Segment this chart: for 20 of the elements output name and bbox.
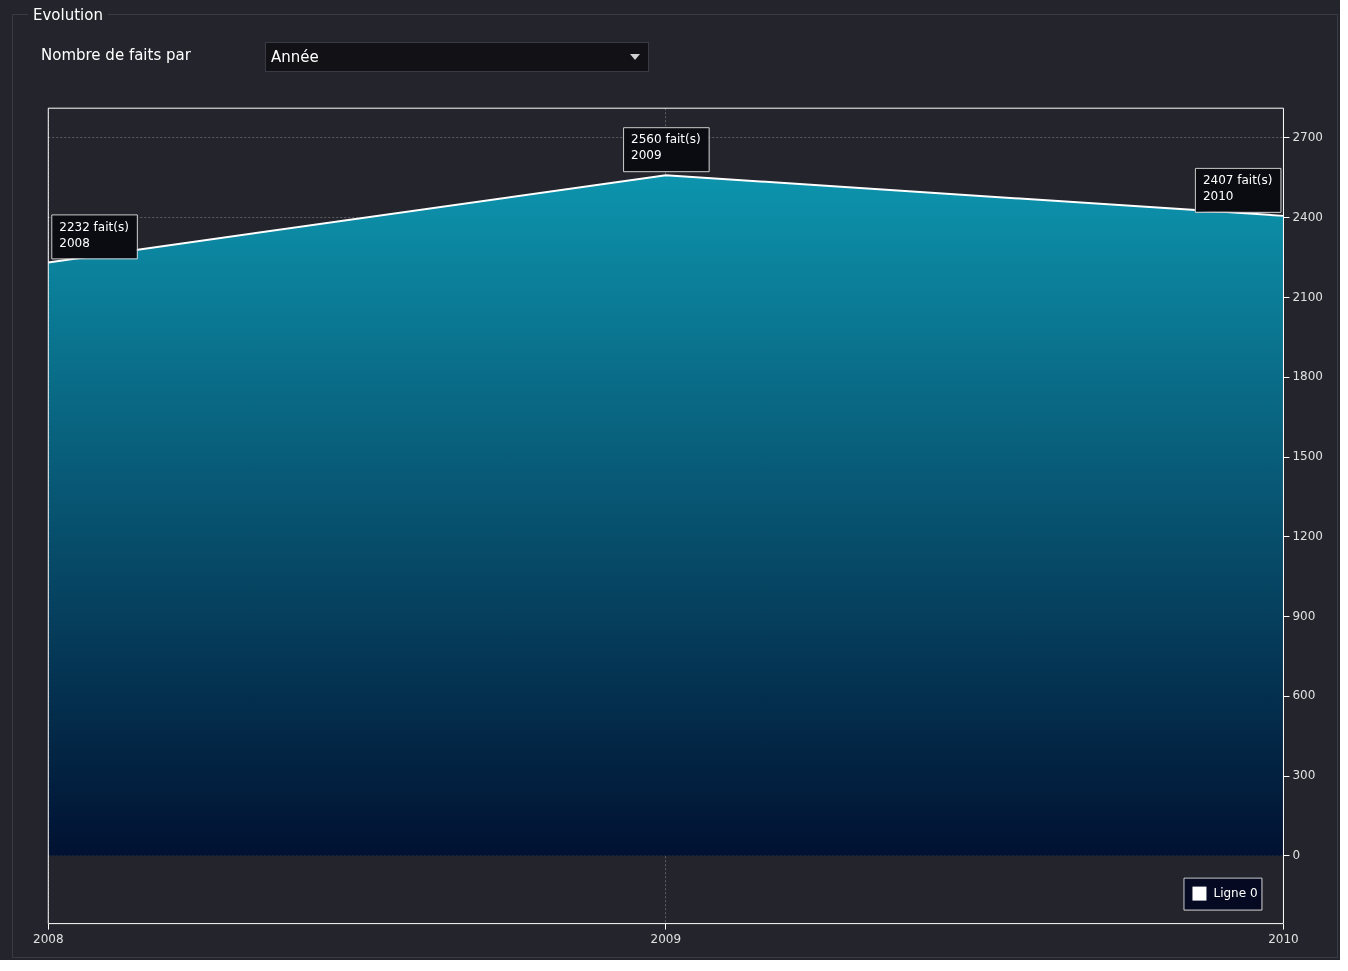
- y-tick-label: 2400: [1292, 209, 1324, 224]
- annotation: 2407 fait(s) 2010: [1202, 173, 1273, 203]
- text: Année: [271, 48, 319, 66]
- x-tick-label: 2009: [650, 931, 682, 946]
- x-tick-label: 2008: [33, 931, 64, 946]
- annotation: 2560 fait(s) 2009: [631, 132, 701, 163]
- y-tick-label: 300: [1292, 768, 1316, 783]
- y-tick-label: 1200: [1292, 528, 1324, 543]
- y-tick-label: 2100: [1292, 289, 1324, 304]
- annotation: 2232 fait(s) 2008: [59, 219, 129, 250]
- y-tick-label: 1800: [1292, 369, 1324, 384]
- chart-title: Evolution: [28, 6, 108, 24]
- x-tick-label: 2010: [1268, 931, 1299, 946]
- y-tick-label: 600: [1292, 688, 1316, 703]
- y-tick-label: 0: [1292, 847, 1301, 862]
- chart-subtitle: Nombre de faits par: [41, 46, 191, 64]
- y-tick-label: 2700: [1292, 130, 1324, 145]
- y-tick-label: 900: [1292, 608, 1316, 623]
- legend-label: Ligne 0: [1213, 885, 1258, 900]
- y-tick-label: 1500: [1292, 449, 1324, 464]
